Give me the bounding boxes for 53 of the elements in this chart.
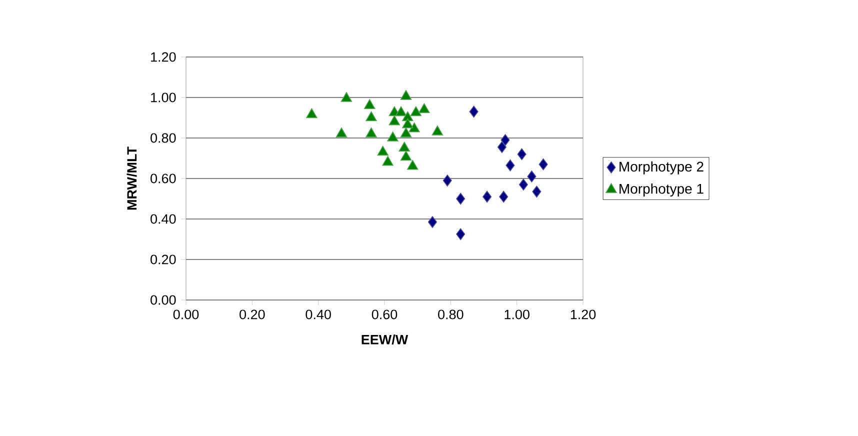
point	[400, 128, 412, 138]
point	[407, 160, 418, 170]
point	[366, 128, 377, 138]
legend-label: Morphotype 2	[620, 161, 704, 174]
point	[306, 108, 318, 118]
point	[538, 158, 548, 170]
point	[428, 216, 437, 228]
point	[382, 156, 394, 166]
x-tick-label: 0.00	[173, 310, 199, 320]
point	[402, 118, 414, 128]
point	[400, 150, 412, 161]
x-axis-title: EEW/W	[362, 334, 408, 345]
x-tick-label: 1.00	[504, 310, 530, 320]
point	[527, 170, 536, 182]
point	[366, 111, 377, 122]
y-tick-label: 0.20	[150, 254, 176, 264]
point	[518, 178, 528, 190]
y-axis-title: MRW/MLT	[126, 146, 137, 210]
point	[387, 132, 398, 142]
y-tick-label: 0.00	[150, 295, 176, 305]
point	[418, 103, 430, 114]
x-tick-label: 0.20	[240, 310, 265, 320]
x-tick-label: 0.60	[372, 310, 398, 320]
point	[364, 99, 376, 109]
point	[499, 190, 508, 203]
point	[532, 186, 542, 198]
point	[517, 148, 526, 160]
y-tick-label: 0.60	[150, 174, 176, 184]
point	[336, 128, 348, 138]
point	[395, 106, 407, 116]
y-tick-label: 1.00	[151, 92, 176, 102]
point	[340, 92, 352, 102]
point	[482, 190, 492, 203]
x-tick-label: 1.20	[570, 310, 596, 320]
x-tick-label: 0.40	[306, 310, 331, 320]
legend-label: Morphotype 1	[620, 183, 704, 197]
point	[398, 142, 410, 152]
point	[388, 115, 400, 126]
point	[410, 106, 422, 116]
y-tick-label: 1.20	[151, 52, 176, 62]
y-tick-label: 0.40	[150, 214, 176, 224]
point	[408, 122, 420, 132]
point	[497, 141, 506, 154]
point	[400, 90, 412, 100]
point	[442, 174, 452, 186]
point	[377, 146, 388, 156]
point	[506, 159, 515, 172]
point	[456, 228, 466, 240]
point	[432, 126, 444, 136]
x-tick-label: 0.80	[438, 310, 464, 320]
y-tick-label: 0.80	[150, 133, 176, 143]
point	[500, 134, 510, 146]
point	[456, 192, 466, 205]
